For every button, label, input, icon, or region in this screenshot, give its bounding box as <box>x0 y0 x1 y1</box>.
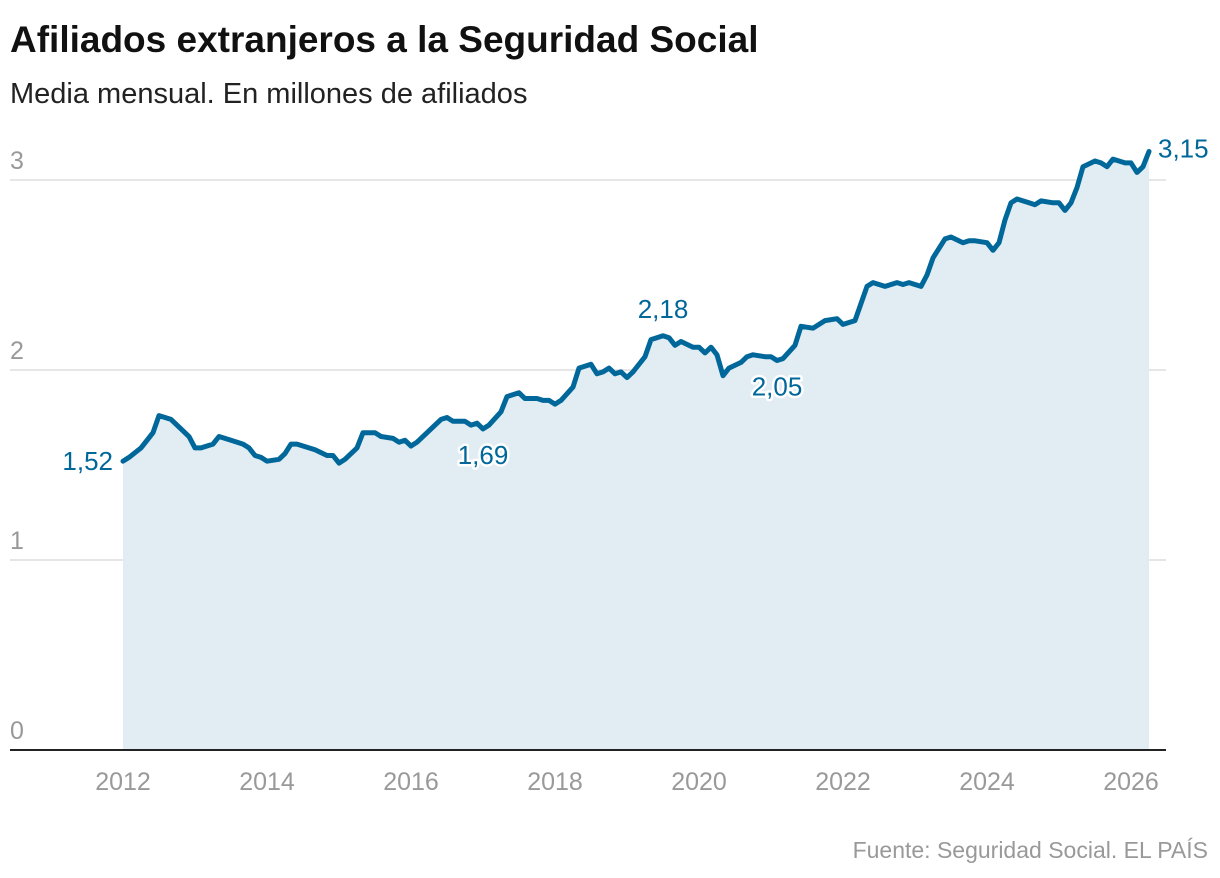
y-axis: 0 1 2 3 <box>10 147 24 745</box>
data-label: 2,05 <box>752 372 803 402</box>
y-tick-label: 0 <box>10 717 24 745</box>
x-tick-label: 2026 <box>1103 768 1159 796</box>
data-labels: 1,52 1,69 2,18 2,05 3,15 <box>60 131 1211 479</box>
chart-subtitle: Media mensual. En millones de afiliados <box>10 78 527 110</box>
x-tick-label: 2018 <box>527 768 583 796</box>
x-axis: 2012 2014 2016 2018 2020 2022 2024 2026 <box>95 768 1159 796</box>
x-tick-label: 2016 <box>383 768 439 796</box>
x-tick-label: 2020 <box>671 768 727 796</box>
data-label: 1,69 <box>458 440 509 470</box>
series-line <box>120 149 1152 466</box>
x-tick-label: 2022 <box>815 768 871 796</box>
x-tick-label: 2014 <box>239 768 295 796</box>
data-label: 1,52 <box>62 446 113 476</box>
y-tick-label: 1 <box>10 527 24 555</box>
y-tick-label: 2 <box>10 337 24 365</box>
x-tick-label: 2024 <box>959 768 1015 796</box>
chart-title: Afiliados extranjeros a la Seguridad Soc… <box>10 19 758 60</box>
area-fill <box>123 151 1149 750</box>
y-tick-label: 3 <box>10 147 24 175</box>
data-label: 3,15 <box>1158 134 1209 164</box>
x-tick-label: 2012 <box>95 768 151 796</box>
data-label: 2,18 <box>638 294 689 324</box>
source-note: Fuente: Seguridad Social. EL PAÍS <box>853 837 1208 863</box>
